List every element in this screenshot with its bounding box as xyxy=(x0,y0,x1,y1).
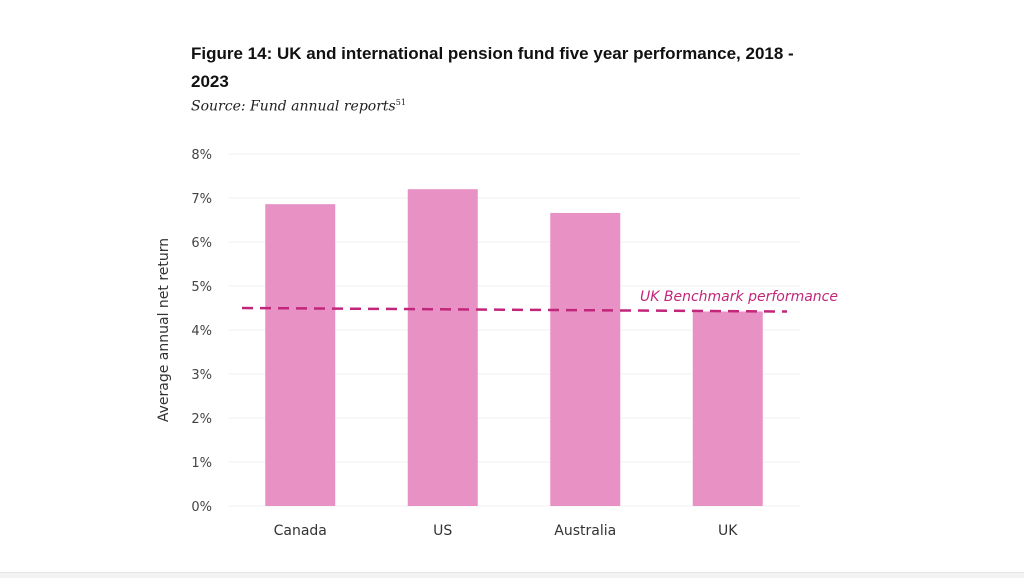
x-tick-label: US xyxy=(433,523,452,539)
bar-canada xyxy=(265,204,336,506)
y-tick-label: 3% xyxy=(191,368,212,383)
benchmark-label: UK Benchmark performance xyxy=(640,289,838,305)
y-tick-label: 1% xyxy=(191,456,212,471)
bar-us xyxy=(407,189,478,506)
bar-uk xyxy=(692,311,763,506)
benchmark-line xyxy=(241,306,788,313)
y-tick-label: 6% xyxy=(191,236,212,251)
y-tick-label: 2% xyxy=(191,412,212,427)
y-axis-label: Average annual net return xyxy=(156,238,172,422)
y-tick-label: 8% xyxy=(191,148,212,163)
y-tick-label: 4% xyxy=(191,324,212,339)
page-bottom-divider xyxy=(0,572,1024,578)
y-tick-label: 0% xyxy=(191,500,212,515)
x-tick-label: UK xyxy=(718,523,738,539)
x-tick-label: Canada xyxy=(274,523,327,539)
y-tick-label: 5% xyxy=(191,280,212,295)
bar-australia xyxy=(550,212,621,506)
y-tick-label: 7% xyxy=(191,192,212,207)
chart-source: Source: Fund annual reports51 xyxy=(191,98,406,115)
chart-title: Figure 14: UK and international pension … xyxy=(191,44,794,91)
source-footnote: 51 xyxy=(395,98,406,107)
x-tick-label: Australia xyxy=(554,523,616,539)
source-text: Source: Fund annual reports xyxy=(191,98,396,115)
